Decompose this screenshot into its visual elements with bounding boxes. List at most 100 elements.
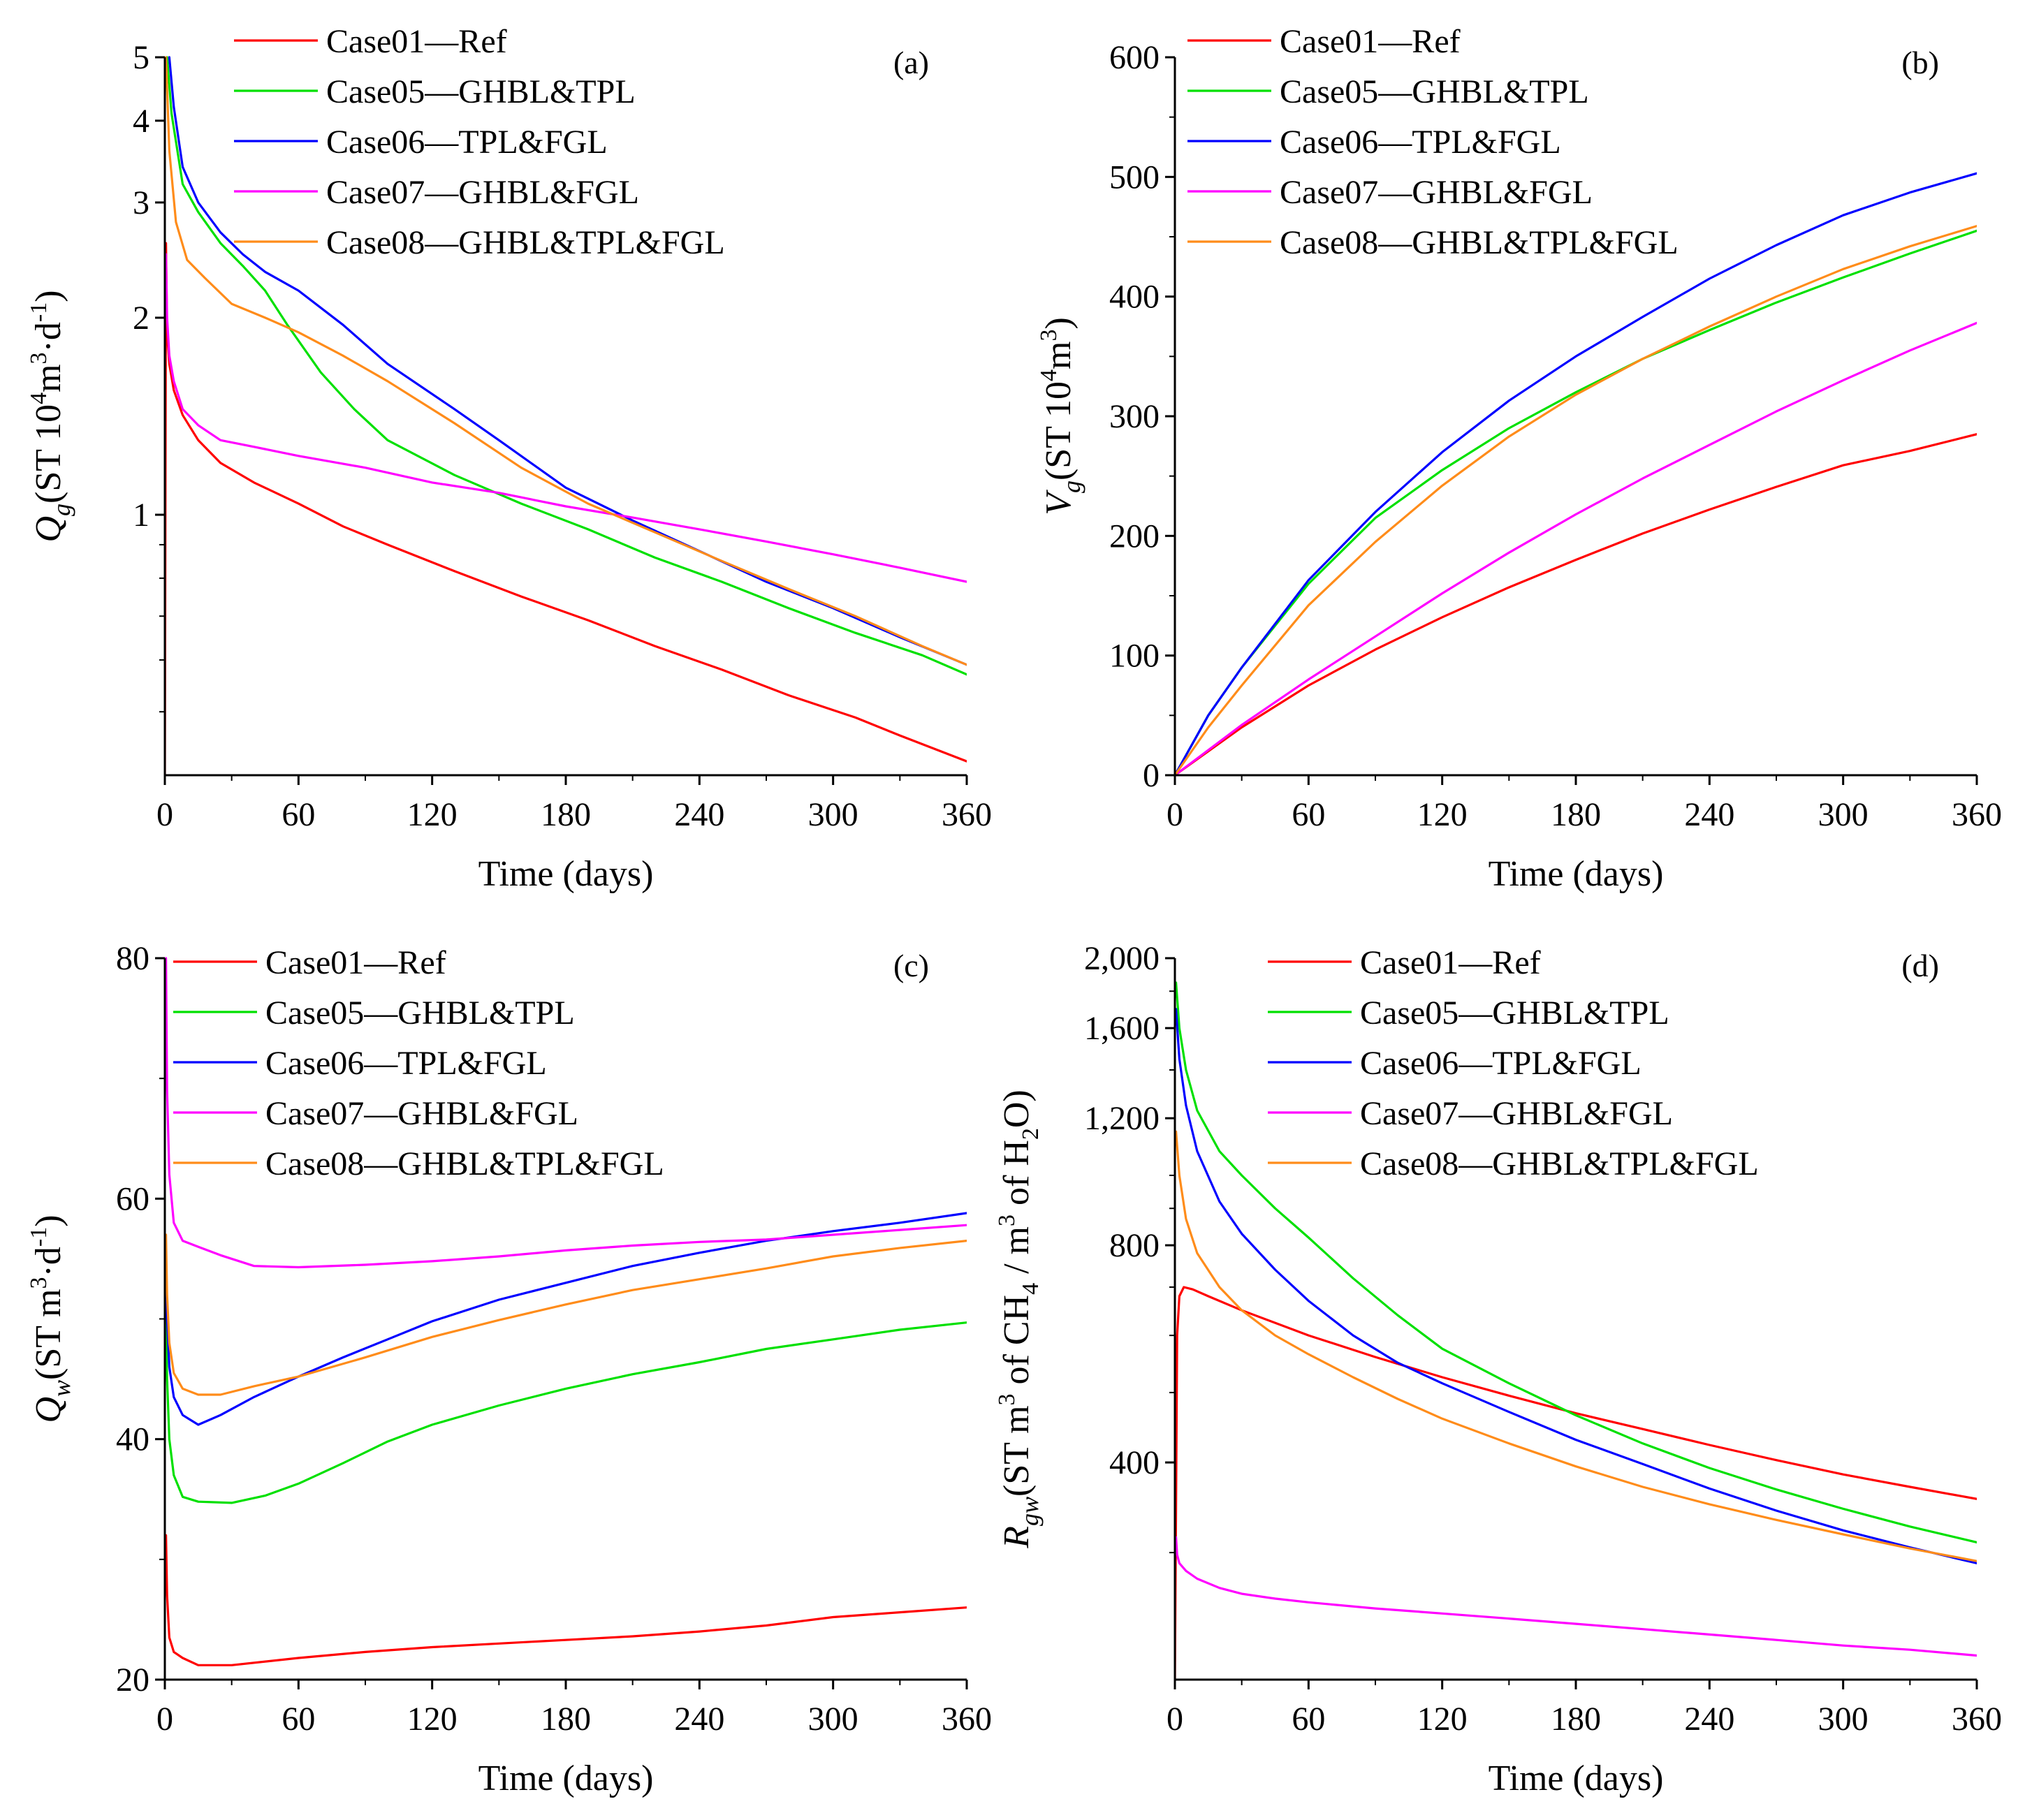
x-tick-label: 360: [1952, 796, 2002, 833]
y-tick-label: 200: [1109, 518, 1160, 555]
x-tick-label: 180: [541, 1701, 591, 1738]
ylabel-text: ·d: [29, 322, 68, 352]
y-tick-label: 3: [133, 184, 149, 221]
series-line-4: [1175, 1536, 1977, 1657]
y-tick-label: 2: [133, 300, 149, 337]
ylabel-base: R: [997, 1526, 1037, 1549]
ylabel-sub: g: [47, 504, 75, 516]
x-tick-label: 180: [541, 796, 591, 833]
x-tick-label: 180: [1551, 796, 1601, 833]
x-tick-label: 360: [942, 796, 992, 833]
ylabel-sub: w: [47, 1380, 75, 1397]
x-tick-label: 60: [1292, 1701, 1325, 1738]
legend-entry: Case08—GHBL&TPL&FGL: [265, 1145, 664, 1182]
ylabel-text: ): [29, 290, 68, 302]
x-tick-label: 240: [1684, 1701, 1734, 1738]
legend-entry: Case06—TPL&FGL: [1360, 1045, 1642, 1082]
series-line-3: [165, 1212, 967, 1426]
ylabel-sub2: 4: [1018, 1283, 1044, 1295]
y-tick-label: 4: [133, 103, 149, 140]
legend-entry: Case06—TPL&FGL: [326, 124, 608, 161]
legend-entry: Case05—GHBL&TPL: [1280, 73, 1589, 110]
x-tick-label: 60: [282, 796, 315, 833]
x-tick-label: 60: [1292, 796, 1325, 833]
series-line-5: [165, 1233, 967, 1396]
ylabel-text: (ST 10: [29, 404, 68, 504]
x-tick-label: 360: [942, 1701, 992, 1738]
y-tick-label: 60: [116, 1180, 149, 1217]
panel-label: (b): [1901, 45, 1939, 80]
ylabel-text: of H: [997, 1140, 1037, 1214]
x-tick-label: 240: [674, 1701, 724, 1738]
series-line-1: [1175, 433, 1977, 777]
y-axis-label: Vg(ST 104m3): [1036, 317, 1085, 515]
ylabel-sup: 3: [26, 352, 52, 364]
y-tick-label: 1,200: [1084, 1100, 1160, 1137]
ylabel-base: Q: [29, 516, 68, 543]
ylabel-sup: 3: [994, 1214, 1020, 1226]
y-tick-label: 40: [116, 1421, 149, 1458]
ylabel-sup: 3: [26, 1277, 52, 1289]
x-tick-label: 300: [1818, 1701, 1869, 1738]
panel-b: 0 60 120 180 240 300 360 0 100 200 300 400 500 600 Tim…: [1036, 23, 2002, 894]
panel-label: (a): [893, 45, 929, 80]
y-tick-label: 1: [133, 497, 149, 534]
y-tick-label: 20: [116, 1661, 149, 1698]
y-tick-label: 500: [1109, 159, 1160, 196]
legend-entry: Case01—Ref: [1280, 23, 1461, 60]
x-tick-label: 120: [1417, 1701, 1468, 1738]
ylabel-sub: g: [1058, 480, 1085, 493]
y-tick-label: 300: [1109, 398, 1160, 435]
ylabel-text: ): [1039, 317, 1079, 329]
legend-entry: Case06—TPL&FGL: [265, 1045, 547, 1082]
legend-entry: Case08—GHBL&TPL&FGL: [326, 224, 725, 261]
y-tick-label: 0: [1143, 757, 1160, 794]
series-line-1: [165, 242, 967, 777]
y-tick-label: 600: [1109, 39, 1160, 76]
series-line-4: [1175, 321, 1977, 777]
ylabel-text: of CH: [997, 1295, 1037, 1394]
legend-entry: Case08—GHBL&TPL&FGL: [1360, 1145, 1759, 1182]
y-axis-label: Rgw(ST m3 of CH4 / m3 of H2O): [994, 1089, 1044, 1549]
ylabel-sup: 4: [26, 392, 52, 404]
panel-label: (d): [1901, 948, 1939, 983]
ylabel-sub2: 2: [1018, 1128, 1044, 1140]
ylabel-sup: 4: [1036, 369, 1062, 381]
legend-entry: Case07—GHBL&FGL: [1360, 1095, 1673, 1132]
x-tick-label: 0: [1167, 1701, 1183, 1738]
series-line-4: [165, 253, 967, 583]
series-line-2: [165, 1317, 967, 1504]
ylabel-text: (ST m: [997, 1405, 1037, 1497]
ylabel-text: ): [29, 1214, 68, 1226]
x-tick-label: 120: [407, 796, 458, 833]
ylabel-text: / m: [997, 1226, 1037, 1283]
x-tick-label: 240: [1684, 796, 1734, 833]
x-axis-label: Time (days): [1489, 854, 1664, 894]
y-tick-label: 5: [133, 39, 149, 76]
series-line-4: [165, 957, 967, 1269]
y-axis-label: Qg(ST 104m3·d-1): [26, 290, 75, 542]
x-tick-label: 360: [1952, 1701, 2002, 1738]
ylabel-base: Q: [29, 1397, 68, 1423]
x-axis-label: Time (days): [478, 854, 654, 894]
ylabel-sup: 3: [1036, 330, 1062, 342]
series-line-5: [1175, 225, 1977, 777]
series-line-3: [1175, 172, 1977, 777]
legend-entry: Case05—GHBL&TPL: [1360, 995, 1669, 1032]
panel-d: 0 60 120 180 240 300 360 400 800 1,200 1,600 2,000 T…: [994, 940, 2002, 1798]
y-tick-label: 80: [116, 940, 149, 977]
x-tick-label: 60: [282, 1701, 315, 1738]
x-axis-label: Time (days): [1489, 1759, 1664, 1798]
y-tick-label: 800: [1109, 1227, 1160, 1264]
legend-entry: Case01—Ref: [265, 944, 446, 981]
ylabel-text: O): [997, 1089, 1037, 1128]
x-tick-label: 0: [1167, 796, 1183, 833]
y-tick-label: 100: [1109, 638, 1160, 675]
ylabel-sub: gw: [1016, 1497, 1044, 1526]
ylabel-text: m: [29, 364, 68, 392]
series-line-2: [1175, 981, 1977, 1543]
panel-label: (c): [893, 948, 929, 983]
legend-entry: Case05—GHBL&TPL: [265, 995, 575, 1032]
